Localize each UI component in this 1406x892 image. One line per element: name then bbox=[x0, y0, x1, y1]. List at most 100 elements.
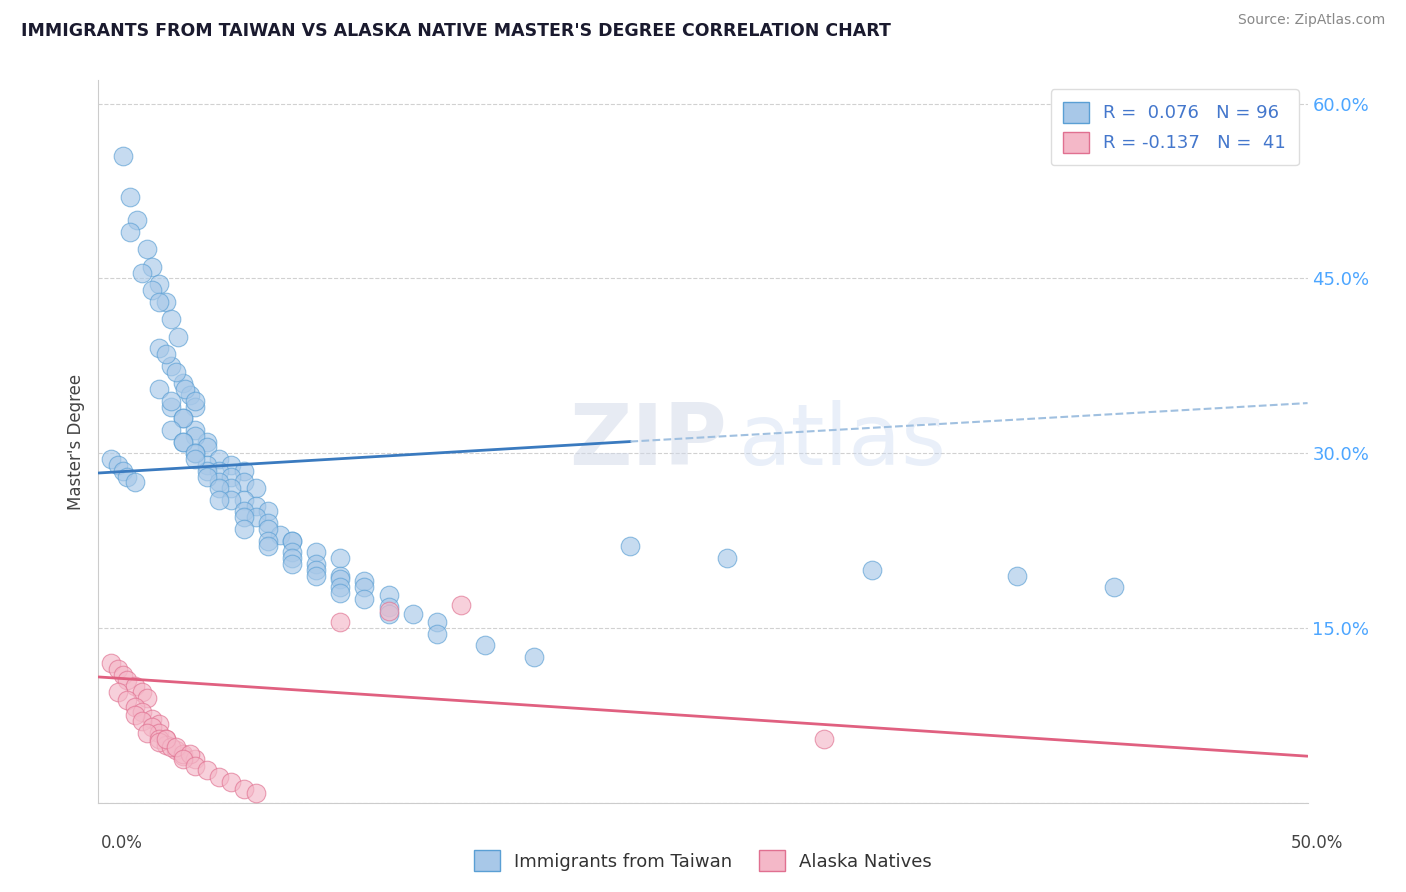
Point bbox=[208, 475, 231, 490]
Point bbox=[195, 434, 218, 449]
Point bbox=[165, 365, 187, 379]
Point bbox=[305, 563, 328, 577]
Point bbox=[165, 739, 187, 754]
Point bbox=[245, 787, 267, 801]
Point bbox=[256, 504, 278, 518]
Point bbox=[450, 598, 472, 612]
Point bbox=[172, 411, 194, 425]
Point bbox=[111, 667, 134, 681]
Point bbox=[141, 260, 163, 274]
Point bbox=[353, 580, 375, 594]
Point bbox=[208, 464, 231, 478]
Point bbox=[813, 731, 835, 746]
Text: 0.0%: 0.0% bbox=[101, 834, 143, 852]
Point bbox=[232, 510, 254, 524]
Point bbox=[124, 475, 146, 490]
Point bbox=[716, 551, 738, 566]
Point bbox=[195, 441, 218, 455]
Point bbox=[148, 716, 170, 731]
Point bbox=[195, 458, 218, 472]
Point bbox=[148, 341, 170, 355]
Point bbox=[179, 388, 201, 402]
Point bbox=[148, 277, 170, 292]
Point bbox=[172, 411, 194, 425]
Point bbox=[111, 149, 134, 163]
Point bbox=[232, 492, 254, 507]
Point bbox=[523, 650, 546, 665]
Point bbox=[184, 452, 207, 467]
Point bbox=[256, 522, 278, 536]
Point bbox=[256, 516, 278, 530]
Point bbox=[179, 747, 201, 761]
Point bbox=[281, 557, 304, 571]
Point bbox=[245, 481, 267, 495]
Point bbox=[232, 781, 254, 796]
Point bbox=[172, 751, 194, 765]
Point bbox=[195, 469, 218, 483]
Point bbox=[172, 434, 194, 449]
Text: atlas: atlas bbox=[740, 400, 948, 483]
Point bbox=[256, 540, 278, 554]
Point bbox=[135, 690, 157, 705]
Point bbox=[329, 568, 352, 582]
Point bbox=[1007, 568, 1029, 582]
Point bbox=[184, 423, 207, 437]
Point bbox=[118, 225, 141, 239]
Point bbox=[305, 557, 328, 571]
Point bbox=[117, 469, 139, 483]
Point bbox=[426, 627, 449, 641]
Point bbox=[165, 743, 187, 757]
Point bbox=[184, 400, 207, 414]
Point bbox=[131, 705, 153, 719]
Point bbox=[221, 458, 243, 472]
Point bbox=[353, 591, 375, 606]
Point bbox=[124, 700, 146, 714]
Point bbox=[377, 588, 399, 602]
Point bbox=[208, 492, 231, 507]
Point bbox=[208, 481, 231, 495]
Point bbox=[131, 714, 153, 729]
Point bbox=[148, 294, 170, 309]
Point bbox=[184, 446, 207, 460]
Point bbox=[329, 586, 352, 600]
Point bbox=[135, 726, 157, 740]
Point bbox=[141, 283, 163, 297]
Point bbox=[281, 533, 304, 548]
Text: IMMIGRANTS FROM TAIWAN VS ALASKA NATIVE MASTER'S DEGREE CORRELATION CHART: IMMIGRANTS FROM TAIWAN VS ALASKA NATIVE … bbox=[21, 22, 891, 40]
Point bbox=[184, 751, 207, 765]
Point bbox=[245, 510, 267, 524]
Point bbox=[232, 504, 254, 518]
Point bbox=[100, 656, 122, 670]
Point bbox=[111, 464, 134, 478]
Point bbox=[124, 679, 146, 693]
Point bbox=[221, 492, 243, 507]
Point bbox=[155, 294, 177, 309]
Point bbox=[155, 347, 177, 361]
Point bbox=[184, 758, 207, 772]
Point bbox=[281, 533, 304, 548]
Point bbox=[232, 475, 254, 490]
Point bbox=[474, 639, 496, 653]
Point bbox=[269, 528, 291, 542]
Point bbox=[135, 242, 157, 256]
Point bbox=[377, 603, 399, 617]
Point bbox=[377, 607, 399, 621]
Point bbox=[232, 522, 254, 536]
Point bbox=[208, 452, 231, 467]
Point bbox=[117, 673, 139, 688]
Point bbox=[174, 382, 197, 396]
Point bbox=[402, 607, 425, 621]
Point bbox=[124, 708, 146, 723]
Point bbox=[117, 693, 139, 707]
Point bbox=[329, 572, 352, 586]
Point bbox=[160, 400, 183, 414]
Point bbox=[172, 747, 194, 761]
Point bbox=[184, 446, 207, 460]
Point bbox=[148, 735, 170, 749]
Point bbox=[221, 481, 243, 495]
Text: Source: ZipAtlas.com: Source: ZipAtlas.com bbox=[1237, 13, 1385, 28]
Text: 50.0%: 50.0% bbox=[1291, 834, 1343, 852]
Point bbox=[160, 423, 183, 437]
Point bbox=[305, 545, 328, 559]
Point bbox=[127, 213, 149, 227]
